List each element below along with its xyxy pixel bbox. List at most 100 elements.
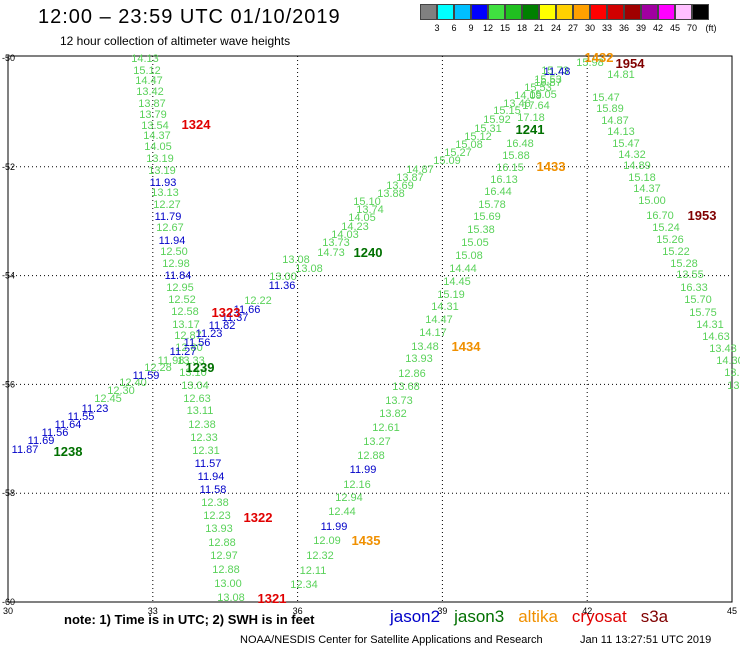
wave-height-reading: 12.38	[188, 419, 216, 431]
color-swatch	[539, 4, 556, 20]
wave-height-reading: 12.40	[119, 377, 147, 389]
wave-height-reading: 13.08	[217, 592, 245, 604]
color-scale-label: 33	[601, 23, 613, 33]
wave-height-reading: 14.05	[144, 141, 172, 153]
footer-note: note: 1) Time is in UTC; 2) SWH is in fe…	[64, 612, 315, 627]
wave-height-reading: 15.69	[473, 211, 501, 223]
longitude-tick-label: 33	[148, 606, 158, 616]
wave-height-reading: 13.46	[503, 98, 531, 110]
wave-height-reading: 14.13	[607, 126, 635, 138]
color-scale-labels: 3 6 9 12 15 18 21 24 27 30 33 36 39 42 45 70 (ft)	[420, 23, 716, 35]
pass-time-label: 1435	[352, 533, 381, 548]
color-swatch	[488, 4, 505, 20]
wave-height-reading: 15.12	[464, 131, 492, 143]
wave-height-reading: 12.32	[306, 550, 334, 562]
wave-height-reading: 11.23	[82, 403, 109, 415]
color-swatch	[420, 4, 437, 20]
wave-height-reading: 12.61	[372, 422, 400, 434]
wave-height-reading: 15.47	[612, 138, 640, 150]
wave-height-reading: 15.38	[467, 224, 495, 236]
wave-height-reading: 13.82	[379, 408, 407, 420]
pass-time-label: 1322	[244, 510, 273, 525]
pass-time-label: 1953	[688, 208, 717, 223]
wave-height-reading: 12.97	[210, 550, 238, 562]
wave-height-reading: 13.3	[727, 380, 740, 392]
color-scale-label: 12	[482, 23, 494, 33]
wave-height-reading: 12.23	[203, 510, 231, 522]
pass-time-label: 1240	[354, 245, 383, 260]
wave-height-reading: 13.43	[709, 343, 737, 355]
wave-height-reading: 11.59	[133, 370, 160, 382]
wave-height-reading: 15.26	[656, 234, 684, 246]
wave-height-reading: 13.87	[138, 98, 166, 110]
wave-height-reading: 12.52	[168, 294, 196, 306]
wave-height-reading: 14.47	[135, 75, 163, 87]
wave-height-reading: 13.00	[269, 271, 297, 283]
color-swatch	[573, 4, 590, 20]
wave-height-reading: 14.31	[431, 301, 459, 313]
wave-height-reading: 15.31	[474, 123, 502, 135]
color-swatch	[505, 4, 522, 20]
color-swatch	[641, 4, 658, 20]
wave-height-reading: 14.47	[425, 314, 453, 326]
latitude-tick-label: -50	[2, 53, 15, 63]
wave-height-reading: 15.18	[628, 172, 656, 184]
wave-height-reading: 15.08	[455, 250, 483, 262]
wave-height-reading: 11.48	[544, 66, 571, 78]
color-scale-label: 45	[669, 23, 681, 33]
wave-height-reading: 13.11	[187, 405, 214, 417]
wave-height-reading: 14.37	[143, 130, 171, 142]
satellite-legend-item: s3a	[640, 607, 669, 626]
color-scale-unit: (ft)	[705, 23, 717, 33]
wave-height-reading: 15.70	[684, 294, 712, 306]
footer-timestamp: Jan 11 13:27:51 UTC 2019	[580, 634, 712, 646]
longitude-tick-label: 45	[727, 606, 737, 616]
wave-height-reading: 15.28	[670, 258, 698, 270]
wave-height-reading: 14.44	[449, 263, 477, 275]
wave-height-reading: 11.55	[68, 411, 95, 423]
color-scale-label: 42	[652, 23, 664, 33]
latitude-tick-label: -60	[2, 597, 15, 607]
wave-height-reading: 13.19	[148, 165, 176, 177]
satellite-legend-item: jason3	[454, 607, 505, 626]
wave-height-reading: 15.27	[444, 147, 472, 159]
wave-height-reading: 12.16	[343, 479, 371, 491]
color-swatch	[556, 4, 573, 20]
wave-height-reading: 14.23	[341, 221, 369, 233]
color-scale-swatches	[420, 4, 709, 20]
wave-height-reading: 15.89	[596, 103, 624, 115]
wave-height-reading: 14.81	[607, 69, 635, 81]
wave-height-reading: 12.67	[156, 222, 184, 234]
wave-height-reading: 11.84	[165, 270, 192, 282]
wave-height-reading: 15.78	[478, 199, 506, 211]
wave-height-reading: 12.98	[162, 258, 190, 270]
wave-height-reading: 12.63	[183, 393, 211, 405]
wave-height-reading: 15.98	[576, 57, 604, 69]
wave-height-reading: 15.05	[529, 89, 557, 101]
color-scale-label: 24	[550, 23, 562, 33]
map-gridlines	[8, 56, 732, 602]
wave-height-reading: 14.87	[601, 115, 629, 127]
wave-height-reading: 13.08	[282, 254, 310, 266]
wave-height-reading: 12.58	[171, 306, 199, 318]
longitude-tick-label: 39	[437, 606, 447, 616]
wave-height-reading: 12.22	[244, 295, 272, 307]
wave-height-reading: 12.87	[174, 330, 202, 342]
wave-height-reading: 13.17	[172, 319, 200, 331]
map-axis-labels: 30 33 36 39 42 45 -50 -52 -54 -56 -58 -60	[2, 53, 737, 616]
color-swatch	[437, 4, 454, 20]
wave-height-reading: 12.94	[335, 492, 363, 504]
wave-height-reading: 15.53	[534, 74, 562, 86]
pass-time-label: 1239	[186, 360, 215, 375]
wave-height-reading: 15.75	[689, 307, 717, 319]
wave-height-reading: 17.64	[522, 100, 550, 112]
wave-height-reading: 14.05	[348, 212, 376, 224]
color-swatch	[454, 4, 471, 20]
wave-height-reading: 15.12	[133, 65, 161, 77]
wave-height-reading: 12.31	[192, 445, 220, 457]
wave-height-reading: 16.13	[490, 174, 518, 186]
wave-height-reading: 11.66	[234, 304, 261, 316]
wave-height-reading: 13.55	[676, 269, 704, 281]
wave-height-reading: 13.33	[177, 355, 205, 367]
wave-height-reading: 16.70	[646, 210, 674, 222]
